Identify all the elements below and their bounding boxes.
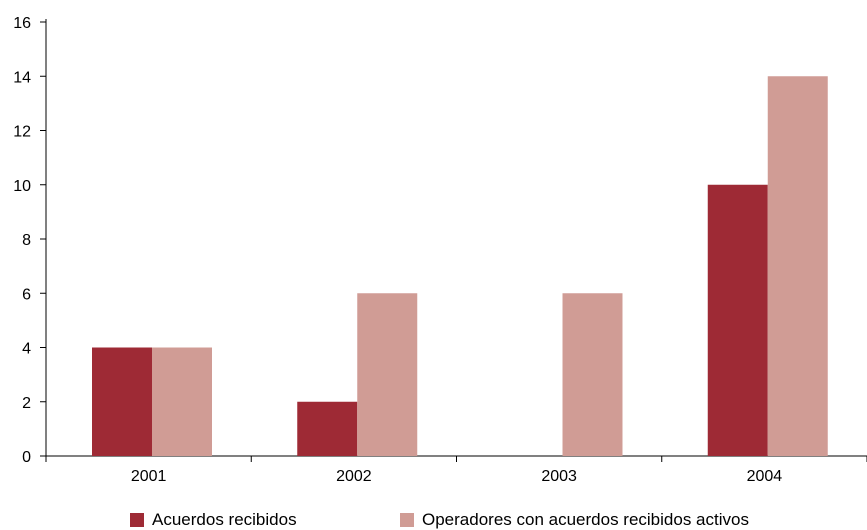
x-tick-label: 2001 [131, 468, 167, 485]
bar-series-2-2004 [767, 76, 828, 456]
legend-item-series-1: Acuerdos recibidos [130, 510, 297, 530]
legend-item-series-2: Operadores con acuerdos recibidos activo… [400, 510, 749, 530]
y-tick-label: 10 [13, 178, 31, 195]
bar-series-1-2001 [92, 347, 152, 456]
bar-series-1-2004 [707, 184, 768, 456]
y-tick-label: 4 [22, 341, 31, 358]
legend-label-series-1: Acuerdos recibidos [152, 510, 297, 529]
x-axis: 2001 2002 2003 2004 [45, 455, 867, 485]
y-tick-label: 0 [22, 449, 31, 466]
bar-series-2-2003 [562, 293, 623, 456]
bars [92, 76, 828, 456]
legend-label-series-2: Operadores con acuerdos recibidos activo… [422, 510, 749, 529]
legend-swatch-series-1 [130, 513, 144, 527]
y-tick-label: 16 [13, 15, 31, 32]
y-tick-label: 8 [22, 232, 31, 249]
bar-chart: 0 2 4 6 8 10 12 14 16 2001 2002 2003 2004 [13, 15, 867, 485]
x-tick-label: 2002 [336, 468, 372, 485]
y-tick-label: 6 [22, 286, 31, 303]
x-tick-label: 2004 [747, 468, 783, 485]
legend-swatch-series-2 [400, 513, 414, 527]
legend: Acuerdos recibidos Operadores con acuerd… [0, 510, 867, 530]
y-tick-label: 14 [13, 69, 31, 86]
y-axis: 0 2 4 6 8 10 12 14 16 [13, 15, 47, 466]
bar-series-2-2001 [152, 347, 212, 456]
bar-series-2-2002 [357, 293, 418, 456]
x-tick-label: 2003 [541, 468, 577, 485]
bar-series-1-2002 [297, 401, 358, 456]
y-tick-label: 2 [22, 395, 31, 412]
y-tick-label: 12 [13, 124, 31, 141]
